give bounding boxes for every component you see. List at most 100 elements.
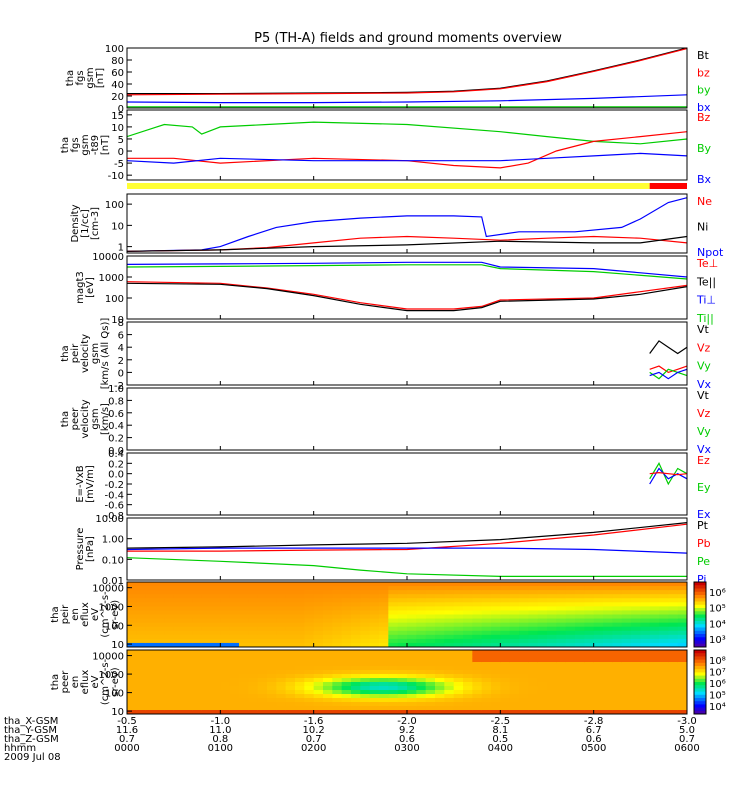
colorbar-step — [694, 601, 706, 606]
spectrogram-cell — [211, 642, 221, 648]
spectrogram-cell — [164, 610, 175, 615]
spectrogram-cell — [631, 654, 641, 659]
spectrogram-cell — [379, 670, 389, 675]
spectrogram-cell — [453, 682, 464, 687]
y-axis-label: magt3 — [75, 271, 86, 304]
spectrogram-cell — [593, 702, 604, 707]
spectrogram-cell — [565, 706, 576, 711]
spectrogram-cell — [668, 634, 679, 640]
spectrogram-cell — [313, 622, 324, 628]
spectrogram-cell — [649, 590, 660, 595]
spectrogram-cell — [323, 642, 333, 648]
spectrogram-cell — [444, 686, 455, 691]
spectrogram-cell — [183, 690, 193, 695]
spectrogram-cell — [211, 610, 221, 615]
spectrogram-cell — [332, 586, 343, 591]
spectrogram-cell — [407, 582, 417, 587]
spectrogram-cell — [547, 674, 557, 679]
spectrogram-cell — [519, 670, 529, 675]
spectrogram-cell — [547, 638, 557, 644]
colorbar-tick-label: 10⁴ — [709, 619, 726, 630]
colorbar-step — [694, 598, 706, 602]
spectrogram-cell — [537, 658, 548, 663]
spectrogram-cell — [472, 598, 483, 603]
colorbar-tick-label: 10⁶ — [709, 679, 726, 690]
spectrogram-cell — [435, 678, 445, 683]
spectrogram-cell — [388, 674, 399, 679]
legend-entry: Ez — [697, 454, 710, 467]
spectrogram-cell — [509, 602, 520, 607]
spectrogram-cell — [453, 642, 464, 648]
spectrogram-cell — [481, 702, 492, 707]
spectrogram-cell — [575, 670, 585, 675]
spectrogram-cell — [211, 638, 221, 644]
spectrogram-cell — [547, 626, 557, 632]
spectrogram-cell — [668, 658, 679, 663]
spectrogram-cell — [239, 666, 249, 671]
spectrogram-cell — [659, 614, 669, 620]
colorbar-tick-label: 10⁵ — [709, 691, 726, 702]
spectrogram-cell — [220, 594, 231, 599]
spectrogram-cell — [201, 650, 212, 655]
spectrogram-cell — [463, 650, 473, 655]
spectrogram-cell — [621, 666, 632, 671]
colorbar-step — [694, 634, 706, 638]
spectrogram-cell — [285, 642, 296, 648]
spectrogram-cell — [257, 614, 268, 620]
y-axis-label: [nPa] — [85, 536, 96, 562]
spectrogram-cell — [612, 622, 623, 628]
spectrogram-cell — [453, 674, 464, 679]
spectrogram-cell — [145, 618, 156, 624]
spectrogram-cell — [155, 586, 165, 591]
spectrogram-cell — [313, 586, 324, 591]
spectrogram-cell — [285, 610, 296, 615]
spectrogram-cell — [631, 618, 641, 624]
spectrogram-cell — [127, 670, 137, 675]
spectrogram-cell — [323, 650, 333, 655]
ephemeris-value: 11.0 — [209, 725, 231, 736]
spectrogram-cell — [416, 630, 427, 636]
spectrogram-cell — [556, 670, 567, 675]
spectrogram-cell — [257, 686, 268, 691]
spectrogram-cell — [351, 614, 361, 620]
spectrogram-cell — [369, 698, 380, 703]
spectrogram-cell — [500, 598, 511, 603]
spectrogram-cell — [677, 590, 688, 595]
spectrogram-cell — [463, 642, 473, 648]
spectrogram-cell — [659, 666, 669, 671]
y-tick-label: 1.00 — [102, 535, 124, 546]
spectrogram-cell — [444, 670, 455, 675]
ephemeris-value: 0000 — [114, 743, 139, 754]
y-axis-label: [nT] — [95, 68, 106, 88]
y-axis-label: eV — [90, 675, 101, 688]
y-tick-label: 100 — [105, 44, 124, 55]
spectrogram-cell — [491, 702, 501, 707]
y-tick-label: 10 — [111, 123, 124, 134]
spectrogram-cell — [379, 626, 389, 632]
spectrogram-cell — [649, 586, 660, 591]
spectrogram-cell — [257, 694, 268, 699]
spectrogram-cell — [173, 678, 184, 683]
legend-entry: Vy — [697, 425, 711, 438]
spectrogram-cell — [304, 610, 315, 615]
y-axis-label: en — [70, 608, 81, 621]
spectrogram-cell — [435, 690, 445, 695]
spectrogram-cell — [575, 626, 585, 632]
spectrogram-cell — [341, 586, 352, 591]
spectrogram-cell — [332, 622, 343, 628]
spectrogram-cell — [463, 634, 473, 640]
spectrogram-cell — [145, 606, 156, 611]
spectrogram-cell — [649, 618, 660, 624]
spectrogram-cell — [239, 618, 249, 624]
spectrogram-cell — [640, 690, 651, 695]
spectrogram-cell — [127, 658, 137, 663]
legend-entry: Te⊥ — [696, 257, 718, 270]
spectrogram-cell — [631, 606, 641, 611]
spectrogram-cell — [220, 590, 231, 595]
spectrogram-cell — [369, 694, 380, 699]
spectrogram-cell — [481, 698, 492, 703]
spectrogram-cell — [164, 634, 175, 640]
spectrogram-cell — [463, 606, 473, 611]
spectrogram-cell — [248, 686, 259, 691]
spectrogram-cell — [640, 602, 651, 607]
